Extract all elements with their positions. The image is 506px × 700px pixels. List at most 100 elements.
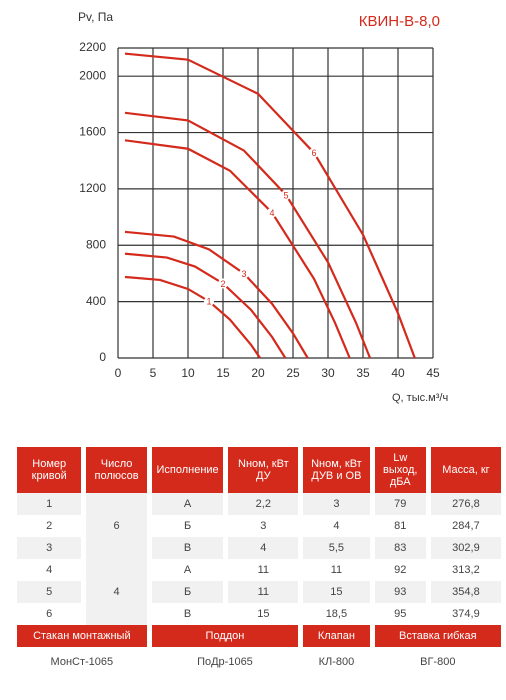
table-cell: 284,7	[452, 520, 480, 532]
table-cell: 5	[17, 581, 82, 603]
table-cell: А	[151, 493, 224, 515]
table-cell: В	[183, 608, 192, 620]
table-cell: 83	[374, 537, 426, 559]
table-cell: 11	[257, 564, 270, 576]
header-cell: Nном, кВт ДУВ и ОВ	[303, 447, 370, 493]
table-row: 5 Б 11 15 93 354,8	[17, 581, 501, 603]
accessory-value: ПоДр-1065	[197, 656, 253, 668]
x-tick-label: 5	[150, 366, 157, 380]
x-tick-label: 25	[286, 366, 300, 380]
header-row: Номер кривой Число полюсов Исполнение Nном,…	[17, 447, 501, 493]
header-cell: Масса, кг	[430, 447, 501, 493]
table-cell: 81	[394, 520, 407, 532]
accessory-value: КЛ-800	[318, 656, 355, 668]
x-tick-label: 30	[321, 366, 335, 380]
poles-cell: 6	[86, 493, 147, 559]
table-row: 2 Б 3 4 81 284,7	[17, 515, 501, 537]
accessory-header-row: Стакан монтажный Поддон Клапан Вставка гибк…	[17, 625, 501, 647]
x-tick-label: 20	[251, 366, 265, 380]
curve-label-bg	[281, 189, 291, 200]
table-cell: 92	[394, 564, 407, 576]
x-tick-label: 15	[216, 366, 230, 380]
curve-label-bg	[239, 268, 249, 279]
table-row: 3 В 4 5,5 83 302,9	[17, 537, 501, 559]
accessory-header: Вставка гибкая	[374, 625, 501, 647]
table-cell: 4	[333, 520, 340, 532]
table-cell: В	[151, 537, 224, 559]
curve	[124, 52, 416, 359]
curve-label-bg	[267, 207, 277, 218]
accessory-header: Клапан	[303, 625, 370, 647]
chart-title: КВИН-В-8,0	[359, 13, 440, 30]
table-cell: Б	[151, 581, 224, 603]
table-cell: 11	[330, 564, 343, 576]
accessory-header: Стакан монтажный	[17, 625, 147, 647]
table-cell: 95	[394, 608, 407, 620]
y-tick-label: 800	[86, 237, 106, 251]
curve-label: 6	[311, 148, 316, 158]
y-tick-label: 2000	[79, 68, 106, 82]
x-tick-label: 0	[115, 366, 122, 380]
curve-label-bg	[218, 278, 228, 289]
chart: КВИН-В-8,0 Pv, Па Q, тыс.м³/ч 0400800120…	[78, 10, 448, 404]
table-cell: 2,2	[228, 493, 299, 515]
header-cell: Nном, кВт ДУ	[228, 447, 299, 493]
curve-label: 2	[220, 279, 225, 289]
x-tick-label: 10	[181, 366, 195, 380]
y-tick-label: 400	[86, 294, 106, 308]
table-cell: Б	[183, 520, 192, 532]
x-tick-label: 45	[426, 366, 440, 380]
accessory-value: ВГ-800	[420, 656, 456, 668]
table-cell: 3	[17, 537, 82, 559]
table-cell: 4	[228, 537, 299, 559]
table-row: 1 6 А 2,2 3 79 276,8	[17, 493, 501, 559]
table-cell: 313,2	[452, 564, 480, 576]
table-cell: 93	[374, 581, 426, 603]
table-cell: 3	[260, 520, 267, 532]
curve-label: 4	[269, 208, 274, 218]
table-cell: 3	[303, 493, 370, 515]
accessory-row: МонСт-1065 ПоДр-1065 КЛ-800 ВГ-800	[17, 647, 501, 677]
y-axis-label: Pv, Па	[78, 10, 113, 24]
header-cell: Номер кривой	[17, 447, 82, 493]
accessory-value: МонСт-1065	[50, 656, 114, 668]
table-cell: 4	[46, 564, 53, 576]
curve	[124, 252, 287, 359]
curve-label: 5	[283, 190, 288, 200]
curve-label: 1	[206, 297, 211, 307]
table-row: 4 4 А 11 11 92 313,2	[17, 559, 501, 625]
curve	[124, 275, 262, 359]
table-row: 6 В 15 18,5 95 374,9	[17, 603, 501, 625]
accessory-header: Поддон	[151, 625, 299, 647]
x-tick-label: 35	[356, 366, 370, 380]
table-cell: 11	[228, 581, 299, 603]
table-cell: 79	[374, 493, 426, 515]
table-cell: 276,8	[430, 493, 501, 515]
table-cell: 374,9	[452, 608, 480, 620]
header-cell: Lw выход, дБА	[374, 447, 426, 493]
table-cell: 354,8	[430, 581, 501, 603]
table-cell: 18,5	[325, 608, 348, 620]
table-cell: 2	[46, 520, 53, 532]
table-cell: 1	[17, 493, 82, 515]
header-cell: Число полюсов	[86, 447, 147, 493]
table-cell: 5,5	[303, 537, 370, 559]
table-cell: А	[183, 564, 192, 576]
y-tick-label: 2200	[79, 40, 106, 54]
y-tick-label: 1600	[79, 125, 106, 139]
y-tick-label: 1200	[79, 181, 106, 195]
table-cell: 302,9	[430, 537, 501, 559]
curve-label: 3	[241, 269, 246, 279]
header-cell: Исполнение	[151, 447, 224, 493]
spec-table: Номер кривой Число полюсов Исполнение Nном,…	[12, 447, 506, 677]
curve	[124, 139, 351, 359]
table-cell: 15	[257, 608, 270, 620]
x-axis-label: Q, тыс.м³/ч	[392, 392, 448, 404]
table-cell: 15	[303, 581, 370, 603]
curve-label-bg	[204, 296, 214, 307]
y-tick-label: 0	[99, 350, 106, 364]
table-cell: 6	[46, 608, 53, 620]
x-tick-label: 40	[391, 366, 405, 380]
curve-label-bg	[309, 147, 319, 158]
